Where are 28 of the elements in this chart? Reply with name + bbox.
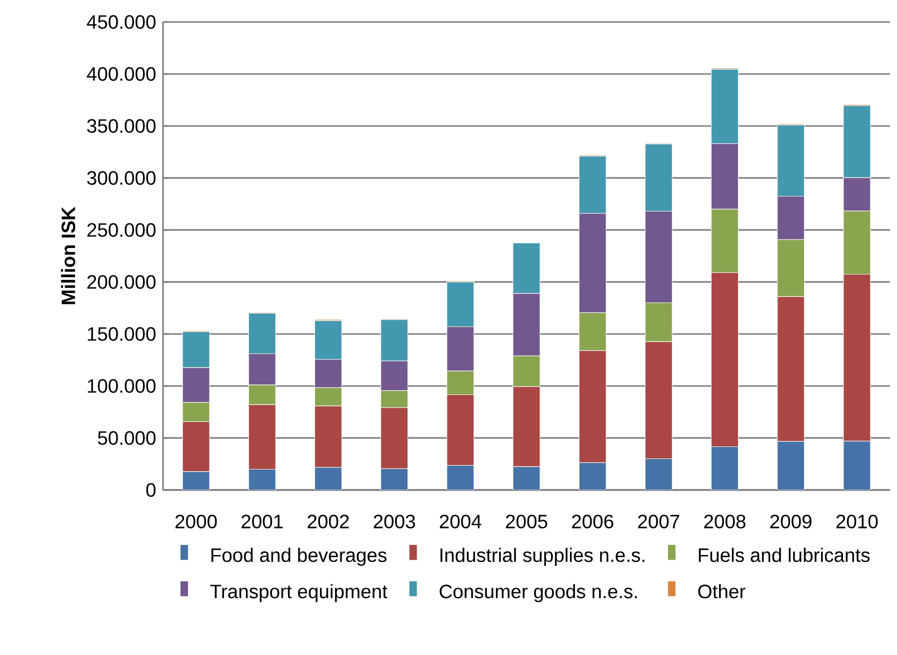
x-tick-label: 2010 xyxy=(836,514,878,528)
x-tick-label: 2008 xyxy=(704,514,746,528)
legend-label: Fuels and lubricants xyxy=(698,548,870,562)
x-tick-label: 2003 xyxy=(374,514,415,528)
legend-label: Consumer goods n.e.s. xyxy=(440,584,637,602)
legend-label: Food and beverages xyxy=(211,548,386,566)
y-axis-title: Million ISK xyxy=(61,206,76,304)
y-tick-label: 150.000 xyxy=(88,327,156,341)
y-tick-label: 100.000 xyxy=(88,379,156,393)
x-tick-label: 2005 xyxy=(506,514,548,528)
y-tick-label: 200.000 xyxy=(87,275,156,289)
y-tick-label: 250.000 xyxy=(87,223,156,237)
y-tick-label: 400.000 xyxy=(86,67,156,81)
x-tick-label: 2007 xyxy=(638,514,680,528)
y-tick-label: 300.000 xyxy=(87,171,156,185)
y-tick-label: 450.000 xyxy=(86,15,156,29)
legend-label: Industrial supplies n.e.s. xyxy=(440,548,644,566)
x-tick-label: 2009 xyxy=(770,514,812,528)
x-tick-label: 2001 xyxy=(242,514,283,528)
legend-label: Other xyxy=(698,584,746,598)
y-tick-label: 0 xyxy=(146,483,156,497)
y-tick-label: 50.000 xyxy=(98,431,156,445)
x-tick-label: 2002 xyxy=(308,514,349,528)
legend-label: Transport equipment xyxy=(210,584,388,602)
x-tick-label: 2000 xyxy=(176,514,217,528)
x-tick-label: 2006 xyxy=(572,514,614,528)
x-tick-label: 2004 xyxy=(440,514,482,528)
y-tick-label: 350.000 xyxy=(87,119,156,133)
